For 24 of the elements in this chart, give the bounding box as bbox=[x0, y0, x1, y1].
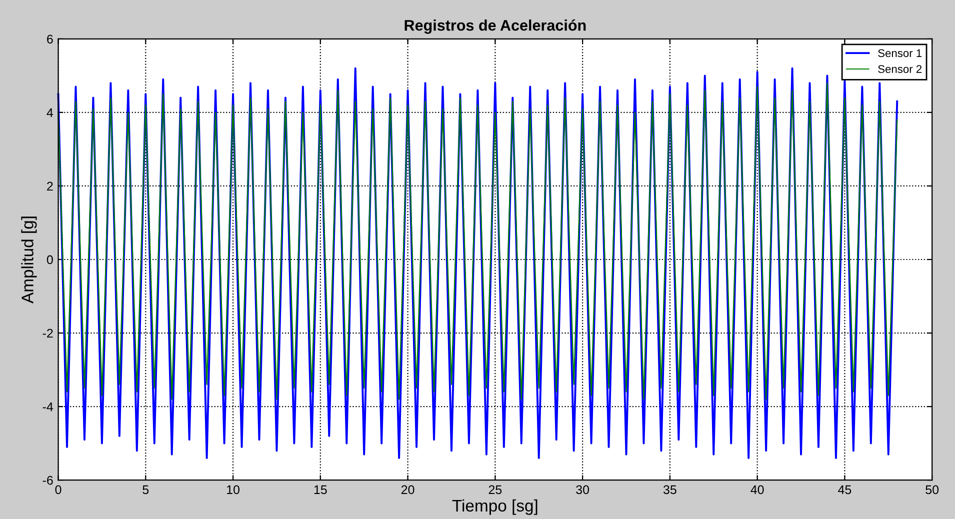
y-tick-label: -6 bbox=[42, 476, 53, 485]
x-tick-label: 40 bbox=[750, 485, 764, 494]
x-tick-label: 20 bbox=[401, 485, 414, 494]
chart-title: Registros de Aceleración bbox=[404, 19, 586, 34]
y-tick-label: 0 bbox=[46, 255, 53, 264]
y-tick-label: 2 bbox=[47, 182, 53, 191]
x-axis-title: Tiempo [sg] bbox=[452, 499, 538, 515]
legend-label: Sensor 2 bbox=[878, 65, 922, 73]
y-axis-title: Amplitud [g] bbox=[21, 216, 37, 304]
y-tick-label: -4 bbox=[42, 402, 54, 412]
x-tick-label: 30 bbox=[576, 485, 590, 494]
x-tick-label: 0 bbox=[55, 485, 62, 494]
x-tick-label: 25 bbox=[488, 485, 502, 494]
y-tick-label: -2 bbox=[42, 328, 53, 338]
x-tick-label: 35 bbox=[663, 485, 676, 494]
legend-label: Sensor 1 bbox=[878, 49, 922, 58]
x-tick-label: 15 bbox=[314, 485, 327, 494]
x-tick-label: 45 bbox=[838, 485, 852, 494]
x-tick-label: 50 bbox=[926, 485, 939, 494]
y-tick-label: 6 bbox=[47, 34, 53, 44]
line-series bbox=[58, 82, 898, 400]
x-tick-label: 10 bbox=[227, 485, 240, 494]
y-tick-label: 4 bbox=[46, 108, 54, 117]
x-tick-label: 5 bbox=[142, 485, 149, 494]
